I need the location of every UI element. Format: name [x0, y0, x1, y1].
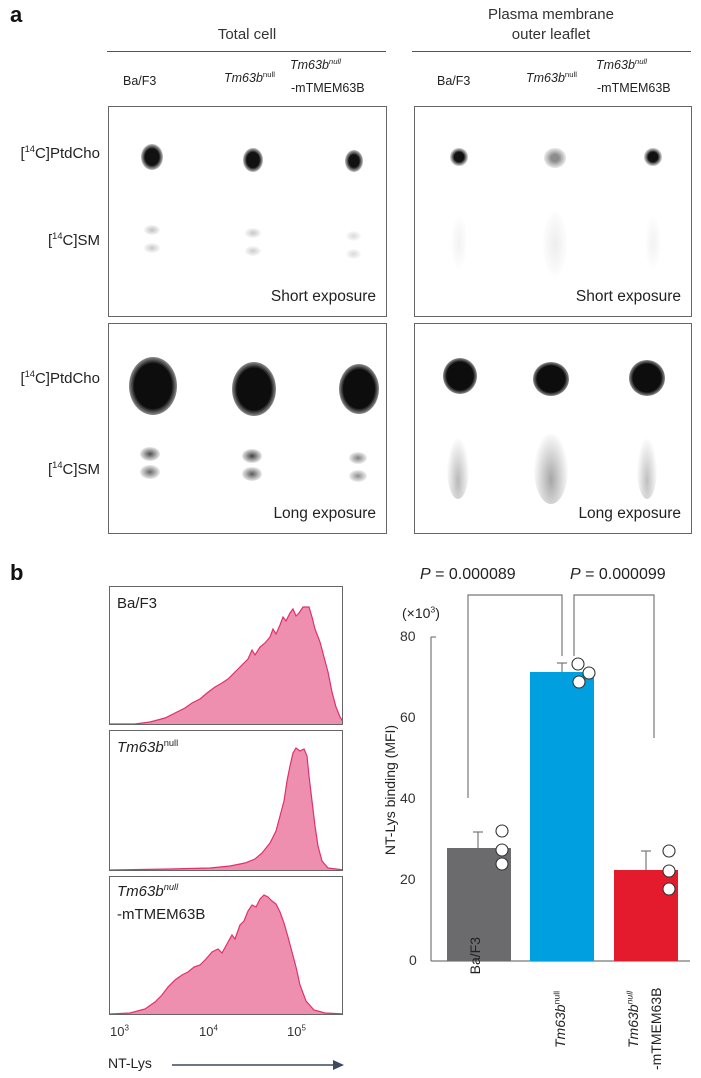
ytick-80: 80	[400, 628, 416, 644]
histogram-label: Tm63bnull	[117, 882, 179, 900]
row-label-ptdcho-short: [14C]PtdCho	[20, 144, 100, 162]
exposure-label-short: Short exposure	[270, 288, 376, 305]
ytick-60: 60	[400, 709, 416, 725]
spot-ptdcho	[450, 148, 468, 166]
spot-sm	[637, 439, 657, 499]
hist-xaxis-arrow	[172, 1060, 344, 1070]
header-total-cell: Total cell	[217, 26, 277, 43]
spot-sm	[346, 231, 361, 241]
exposure-label-short-ol: Short exposure	[575, 288, 681, 305]
bar-xlabel-rescue-suffix: -mTMEM63B	[648, 987, 664, 1070]
spot-sm	[140, 447, 160, 461]
lane-label-tm63b-rescue: Tm63bnull	[290, 56, 341, 72]
tlc-total-long: Long exposure	[108, 323, 387, 534]
p-value-2: P = 0.000099	[570, 566, 666, 583]
spot-sm	[447, 439, 469, 499]
bar-ylabel: NT-Lys binding (MFI)	[382, 724, 398, 856]
y-multiplier: (×103)	[402, 604, 440, 621]
histogram-label: Tm63bnull	[117, 738, 179, 756]
header-outer-leaflet: outer leaflet	[511, 26, 591, 43]
histogram-fill	[110, 894, 342, 1014]
ytick-0: 0	[409, 952, 417, 968]
histogram-curve	[110, 747, 342, 870]
spot-ptdcho	[339, 364, 379, 414]
histogram-fill	[110, 606, 342, 724]
spot-sm	[242, 449, 262, 463]
spot-ptdcho	[533, 362, 569, 396]
header-rule-total	[107, 51, 386, 52]
lane-label-tm63b-null: Tm63bnull	[224, 69, 275, 85]
histogram-label-suffix: -mTMEM63B	[117, 906, 206, 923]
header-rule-outer	[412, 51, 691, 52]
exposure-label-long: Long exposure	[273, 505, 376, 522]
tlc-outer-long: Long exposure	[414, 323, 692, 534]
spot-sm	[245, 246, 261, 256]
spot-ptdcho	[141, 144, 163, 170]
exposure-label-long-ol: Long exposure	[578, 505, 681, 522]
lane-label-tm63b-null-ol: Tm63bnull	[526, 69, 577, 85]
p-value-1: P = 0.000089	[420, 566, 516, 583]
lane-label-tm63b-rescue-ol: Tm63bnull	[596, 56, 647, 72]
panel-a-letter: a	[10, 2, 23, 27]
spot-sm	[140, 465, 160, 479]
histogram-tm63b-null: Tm63bnull	[109, 730, 343, 871]
spot-ptdcho	[129, 357, 177, 415]
tlc-outer-short: Short exposure	[414, 106, 692, 317]
hist-tick-1e3: 103	[110, 1023, 129, 1039]
spot-sm	[245, 228, 261, 238]
spot-sm	[349, 470, 367, 482]
spot-sm	[451, 217, 467, 269]
hist-xlabel: NT-Lys	[108, 1055, 152, 1071]
lane-label-rescue-suffix-ol: -mTMEM63B	[597, 81, 671, 95]
bar-xlabel-tm63b-null: Tm63bnull	[551, 990, 568, 1048]
spot-ptdcho	[544, 148, 566, 168]
spot-ptdcho	[232, 362, 276, 416]
spot-sm	[144, 243, 160, 253]
ytick-20: 20	[400, 871, 416, 887]
lane-label-rescue-suffix: -mTMEM63B	[291, 81, 365, 95]
spot-ptdcho	[629, 360, 665, 396]
sig-bracket-1	[467, 594, 563, 798]
spot-sm	[144, 225, 160, 235]
spot-ptdcho	[644, 148, 662, 166]
row-label-ptdcho-long: [14C]PtdCho	[20, 369, 100, 387]
header-plasma-membrane: Plasma membrane	[488, 6, 614, 23]
spot-sm	[349, 452, 367, 464]
histogram-fill	[110, 747, 342, 870]
spot-ptdcho	[443, 358, 477, 394]
bar-chart	[430, 594, 690, 962]
row-label-sm-long: [14C]SM	[47, 460, 100, 478]
histogram-label: Ba/F3	[117, 595, 158, 612]
row-label-sm-short: [14C]SM	[47, 231, 100, 249]
spot-ptdcho	[243, 148, 263, 172]
hist-tick-1e5: 105	[287, 1023, 306, 1039]
histogram-baf3: Ba/F3	[109, 586, 343, 725]
sig-bracket-2	[573, 594, 655, 738]
histogram-curve	[110, 606, 342, 724]
histogram-curve	[110, 894, 342, 1014]
hist-tick-1e4: 104	[199, 1023, 218, 1039]
spot-sm	[242, 467, 262, 481]
tlc-total-short: Short exposure	[108, 106, 387, 317]
lane-label-baf3-ol: Ba/F3	[437, 74, 471, 88]
spot-sm	[534, 434, 568, 504]
ytick-40: 40	[400, 790, 416, 806]
lane-label-baf3: Ba/F3	[123, 74, 157, 88]
data-points	[495, 657, 676, 896]
spot-sm	[645, 217, 661, 269]
bar-xlabel-tm63b-rescue: Tm63bnull	[624, 990, 641, 1048]
panel-b-letter: b	[10, 560, 24, 585]
bar-tm63b-null	[530, 672, 594, 961]
spot-sm	[346, 249, 361, 259]
spot-ptdcho	[345, 150, 363, 172]
spot-sm	[543, 212, 567, 276]
histogram-tm63b-rescue: Tm63bnull -mTMEM63B	[109, 876, 343, 1015]
